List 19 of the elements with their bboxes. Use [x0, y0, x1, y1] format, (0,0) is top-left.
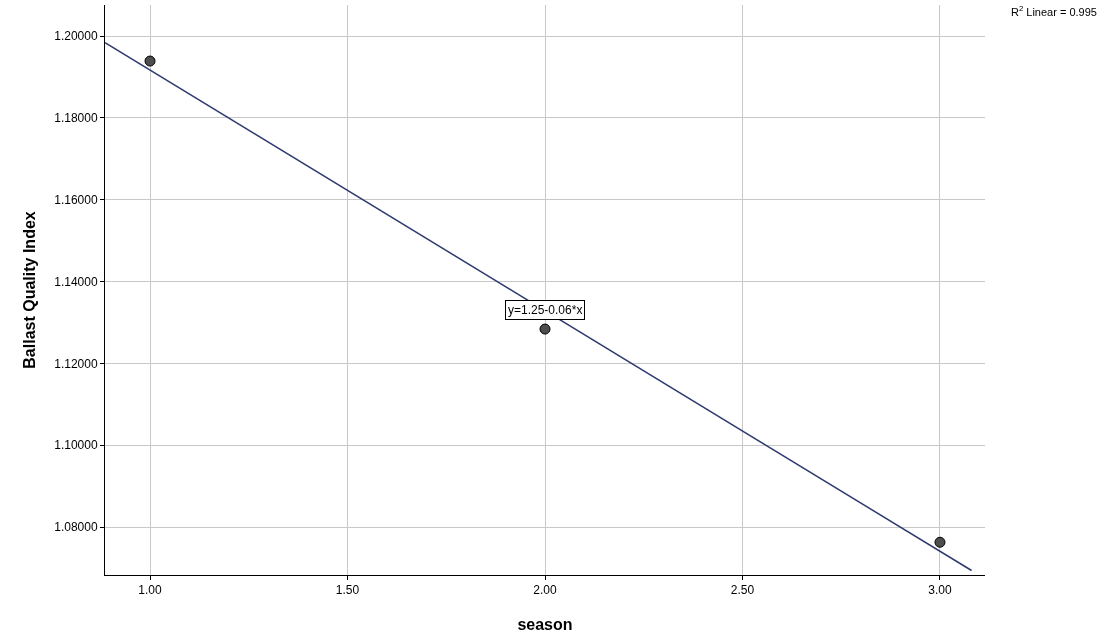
x-tick-label: 1.50: [335, 583, 360, 598]
y-tick-label: 1.08000: [54, 520, 98, 535]
y-tick-label: 1.10000: [54, 438, 98, 453]
point: [539, 323, 551, 335]
x-axis-title: season: [517, 616, 573, 634]
y-tick-label: 1.12000: [54, 356, 98, 371]
y-tick-label: 1.20000: [54, 29, 98, 44]
x-tick-label: 2.00: [533, 583, 557, 598]
y-tick-label: 1.14000: [54, 274, 98, 289]
text: R$^{2}$ Linear = 0.995: [1011, 4, 1097, 18]
x-tick-label: 2.50: [730, 583, 755, 598]
y-axis-title: Ballast Quality Index: [21, 211, 39, 369]
x-tick-label: 3.00: [928, 583, 952, 598]
y-tick-label: 1.18000: [54, 111, 98, 126]
x-tick-label: 1.00: [138, 583, 163, 598]
point: [144, 55, 156, 67]
y-tick-label: 1.16000: [54, 192, 98, 207]
point: [934, 536, 946, 548]
annotation: y=1.25-0.06*x: [508, 303, 583, 317]
